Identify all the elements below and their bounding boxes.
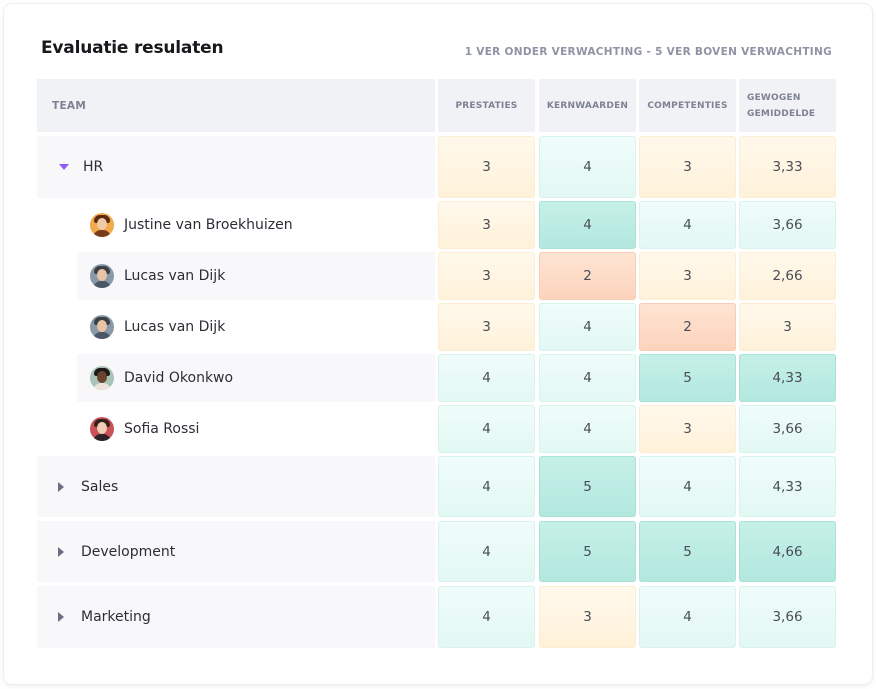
score-gewogen: 4,66 <box>739 521 836 582</box>
column-header-kernwaarden: KERNWAARDEN <box>539 79 636 132</box>
score-prestaties: 3 <box>438 303 535 351</box>
score-kernwaarden: 4 <box>539 354 636 402</box>
score-gewogen: 2,66 <box>739 252 836 300</box>
score-kernwaarden: 2 <box>539 252 636 300</box>
column-header-prestaties: PRESTATIES <box>438 79 535 132</box>
column-header-team: TEAM <box>37 79 435 132</box>
score-prestaties: 4 <box>438 354 535 402</box>
avatar-man-grey-icon <box>90 264 114 288</box>
avatar-man-grey-icon <box>90 315 114 339</box>
score-prestaties: 4 <box>438 456 535 517</box>
person-row[interactable]: Justine van Broekhuizen 3 4 4 3,66 <box>37 201 837 249</box>
team-name: HR <box>83 159 104 175</box>
person-name: David Okonkwo <box>124 370 234 386</box>
caret-right-icon[interactable] <box>58 546 64 557</box>
avatar-woman-red-icon <box>90 417 114 441</box>
score-gewogen: 3,66 <box>739 586 836 648</box>
column-header-gewogen-gemiddelde: GEWOGEN GEMIDDELDE <box>739 79 836 132</box>
person-name: Lucas van Dijk <box>124 319 226 335</box>
caret-down-icon[interactable] <box>59 164 69 170</box>
score-kernwaarden: 4 <box>539 201 636 249</box>
team-row-development[interactable]: Development 4 5 5 4,66 <box>37 521 837 582</box>
person-row[interactable]: Sofia Rossi 4 4 3 3,66 <box>37 405 837 453</box>
person-row[interactable]: David Okonkwo 4 4 5 4,33 <box>37 354 837 402</box>
score-kernwaarden: 3 <box>539 586 636 648</box>
team-name: Development <box>81 543 176 560</box>
score-competenties: 2 <box>639 303 736 351</box>
score-gewogen: 4,33 <box>739 456 836 517</box>
caret-right-icon[interactable] <box>58 612 64 622</box>
score-gewogen: 3,66 <box>739 405 836 453</box>
card-title: Evaluatie resulaten <box>41 38 224 58</box>
table-header: TEAM PRESTATIES KERNWAARDEN COMPETENTIES… <box>37 79 837 132</box>
team-row-sales[interactable]: Sales 4 5 4 4,33 <box>37 456 837 517</box>
team-name: Sales <box>81 478 119 495</box>
column-header-gemiddelde: GEMIDDELDE <box>747 108 816 119</box>
score-kernwaarden: 5 <box>539 521 636 582</box>
score-prestaties: 3 <box>438 136 535 198</box>
person-name: Lucas van Dijk <box>124 268 226 284</box>
team-row-marketing[interactable]: Marketing 4 3 4 3,66 <box>37 586 837 648</box>
avatar-woman-orange-icon <box>90 213 114 237</box>
score-kernwaarden: 5 <box>539 456 636 517</box>
column-header-gewogen: GEWOGEN <box>747 92 801 103</box>
score-competenties: 5 <box>639 354 736 402</box>
score-prestaties: 4 <box>438 586 535 648</box>
person-name: Justine van Broekhuizen <box>124 217 293 233</box>
score-competenties: 4 <box>639 201 736 249</box>
score-gewogen: 3,66 <box>739 201 836 249</box>
caret-right-icon[interactable] <box>58 481 64 492</box>
avatar-man-dark-icon <box>90 366 114 390</box>
score-competenties: 3 <box>639 252 736 300</box>
person-row[interactable]: Lucas van Dijk 3 4 2 3 <box>37 303 837 351</box>
score-competenties: 5 <box>639 521 736 582</box>
score-competenties: 4 <box>639 586 736 648</box>
person-name: Sofia Rossi <box>124 421 200 437</box>
team-row-hr[interactable]: HR 3 4 3 3,33 <box>37 136 837 198</box>
score-competenties: 3 <box>639 405 736 453</box>
score-kernwaarden: 4 <box>539 303 636 351</box>
score-prestaties: 4 <box>438 521 535 582</box>
person-row[interactable]: Lucas van Dijk 3 2 3 2,66 <box>37 252 837 300</box>
score-gewogen: 4,33 <box>739 354 836 402</box>
score-competenties: 3 <box>639 136 736 198</box>
score-prestaties: 4 <box>438 405 535 453</box>
score-kernwaarden: 4 <box>539 405 636 453</box>
score-competenties: 4 <box>639 456 736 517</box>
score-gewogen: 3,33 <box>739 136 836 198</box>
score-kernwaarden: 4 <box>539 136 636 198</box>
score-prestaties: 3 <box>438 201 535 249</box>
scale-legend: 1 VER ONDER VERWACHTING - 5 VER BOVEN VE… <box>464 46 832 58</box>
column-header-competenties: COMPETENTIES <box>639 79 736 132</box>
score-prestaties: 3 <box>438 252 535 300</box>
team-name: Marketing <box>81 609 151 625</box>
score-gewogen: 3 <box>739 303 836 351</box>
